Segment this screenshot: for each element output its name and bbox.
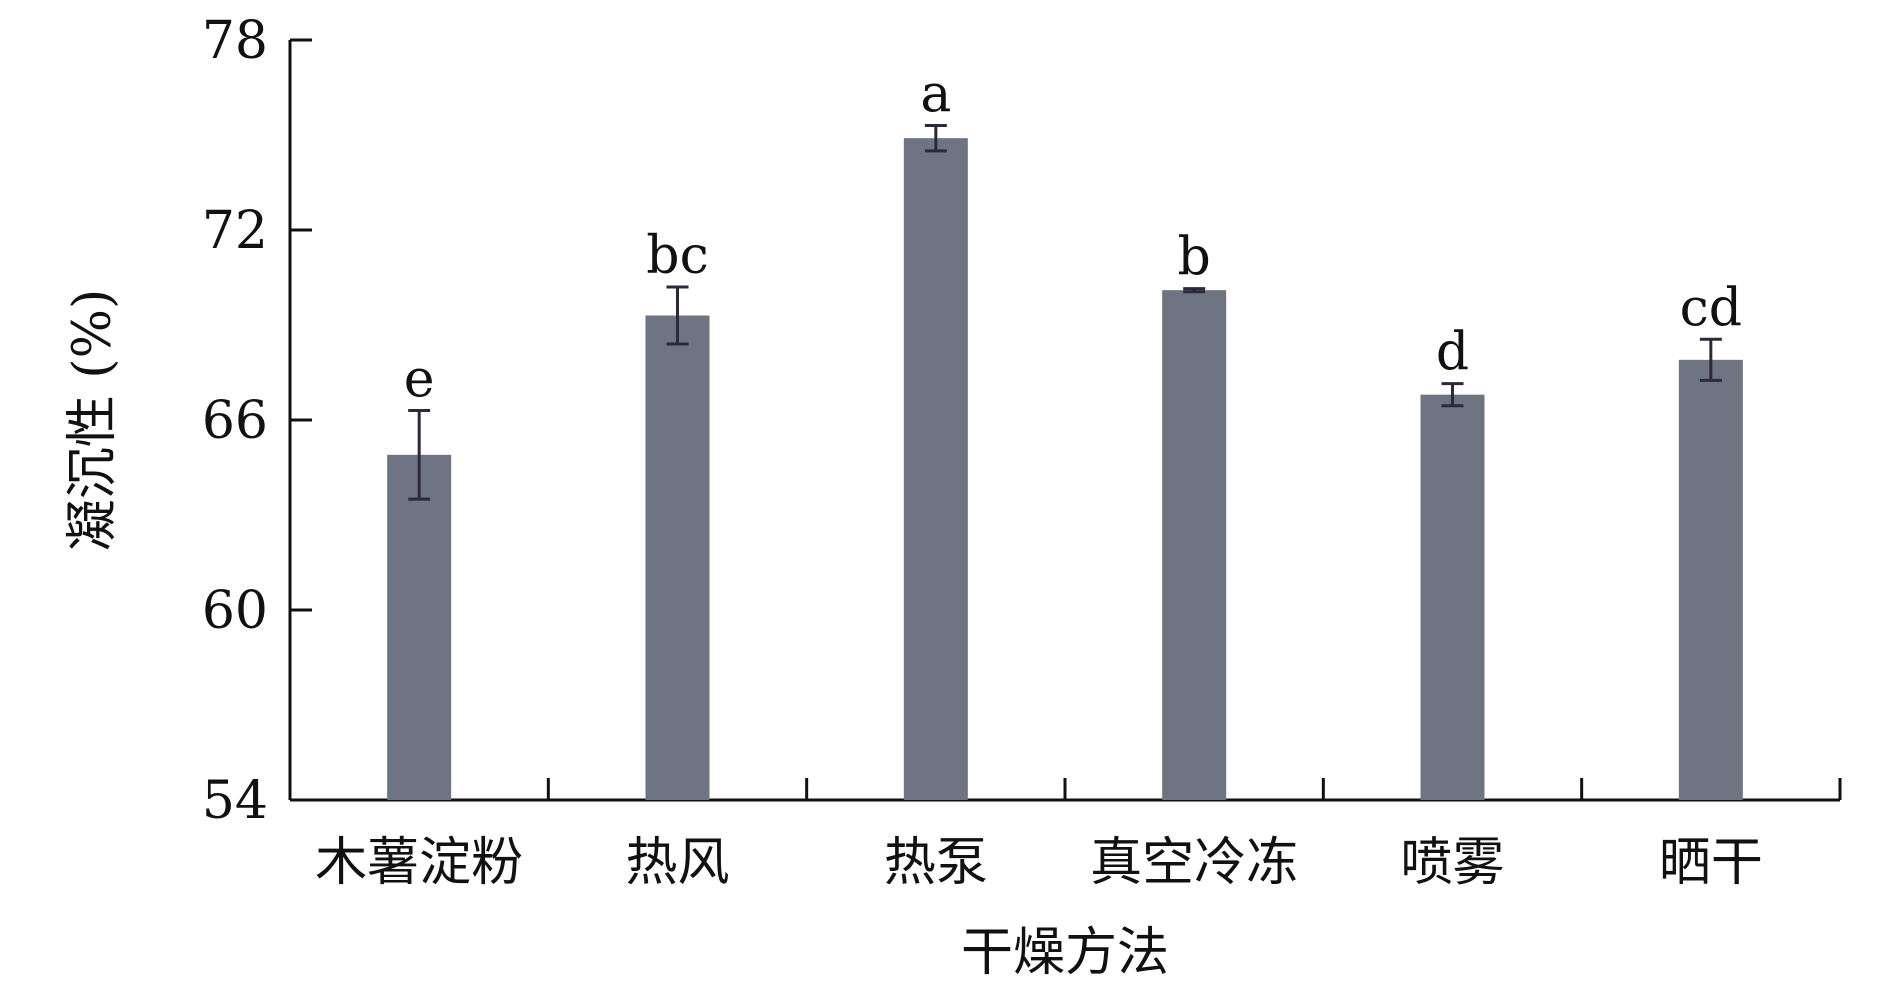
bar-0 xyxy=(387,454,452,800)
y-ticks: 54 60 66 72 78 xyxy=(202,11,312,831)
error-bar-3 xyxy=(1183,287,1206,294)
category-label-2: 热泵 xyxy=(884,833,988,893)
category-label-1: 热风 xyxy=(625,833,729,893)
category-labels: 木薯淀粉 热风 热泵 真空冷冻 喷雾 晒干 xyxy=(315,833,1763,893)
bar-2 xyxy=(903,138,968,800)
category-label-5: 晒干 xyxy=(1659,833,1763,893)
x-ticks xyxy=(546,778,1842,800)
y-tick-label-60: 60 xyxy=(202,581,268,641)
category-label-0: 木薯淀粉 xyxy=(315,833,523,893)
y-tick-label-72: 72 xyxy=(202,201,268,261)
bar-5 xyxy=(1678,359,1743,800)
error-bar-1 xyxy=(666,285,689,346)
category-label-3: 真空冷冻 xyxy=(1090,833,1298,893)
y-tick-label-54: 54 xyxy=(202,771,268,831)
significance-label-2: a xyxy=(920,65,951,125)
bar-4 xyxy=(1420,394,1485,800)
significance-label-5: cd xyxy=(1680,278,1742,338)
error-bars xyxy=(408,124,1722,501)
x-axis-title: 干燥方法 xyxy=(961,923,1169,983)
error-bar-4 xyxy=(1441,382,1464,408)
error-bar-0 xyxy=(408,409,431,501)
bars xyxy=(387,138,1743,800)
bar-1 xyxy=(645,315,710,800)
category-label-4: 喷雾 xyxy=(1400,833,1504,893)
error-bar-5 xyxy=(1699,337,1722,382)
significance-label-1: bc xyxy=(646,226,708,286)
y-axis-title: 凝沉性 (%) xyxy=(63,289,123,552)
error-bar-2 xyxy=(924,124,947,153)
significance-label-0: e xyxy=(404,350,435,410)
y-tick-label-66: 66 xyxy=(202,391,268,451)
significance-label-3: b xyxy=(1178,228,1211,288)
significance-labels: e bc a b d cd xyxy=(404,65,1742,410)
bar-3 xyxy=(1162,290,1227,800)
significance-label-4: d xyxy=(1436,323,1469,383)
axes xyxy=(288,40,1840,802)
y-tick-label-78: 78 xyxy=(202,11,268,71)
